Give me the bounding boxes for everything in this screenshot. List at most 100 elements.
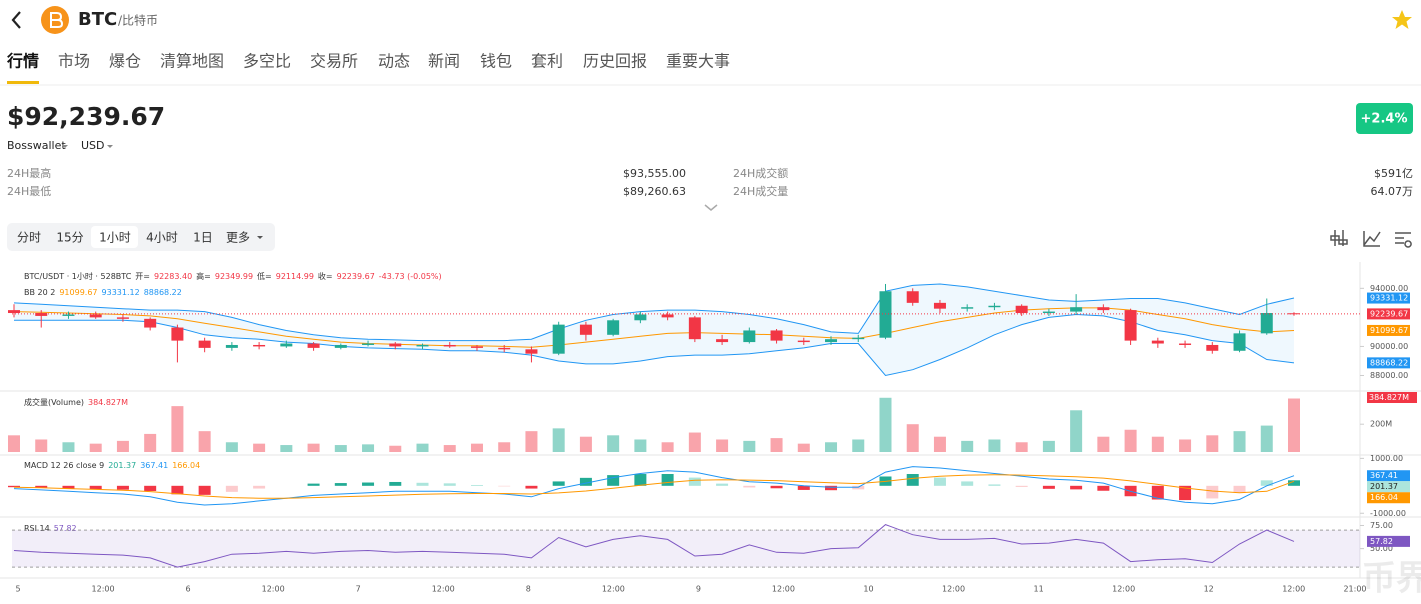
tab[interactable]: 重要大事 [666,52,730,71]
y-tick-label: 200M [1370,420,1392,429]
tab[interactable]: 钱包 [480,52,512,71]
candle-body [1151,340,1164,344]
macd-bar [688,477,701,486]
legend-item: MACD 12 26 close 9 [24,461,104,470]
candle-body [933,302,946,309]
candle-body [661,314,674,318]
stat-value: $93,555.00 [623,167,686,180]
candle-body [307,343,320,348]
macd-bar [416,482,429,486]
candle-body [688,317,701,340]
macd-bar [443,483,456,486]
coin-name: /比特币 [118,13,158,28]
expand-chevron[interactable] [704,204,718,211]
y-tick-label: 94000.00 [1370,284,1408,293]
timeframe[interactable]: 4小时 [146,231,178,245]
macd-bar [661,474,674,486]
candle-body [852,337,865,340]
dropdown-caret [257,236,263,239]
macd-bar [144,485,157,492]
tab[interactable]: 套利 [531,52,563,71]
y-tick-label: -1000.00 [1370,509,1406,518]
timeframe-active [91,226,138,248]
candle-body [416,344,429,347]
watermark: 币界网 [1362,559,1421,599]
macd-bar [389,481,402,486]
tab[interactable]: 历史回报 [583,52,647,71]
volume-bar [1124,429,1137,452]
legend-item: 166.04 [172,461,200,470]
stat-label: 24H成交额 [733,166,788,180]
settings-icon[interactable] [1395,232,1412,248]
chart-type-icon[interactable] [1363,231,1381,247]
change-value: +2.4% [1361,112,1408,127]
macd-bar [1097,485,1110,491]
tab[interactable]: 多空比 [243,52,291,71]
candle-body [634,314,647,321]
x-tick-label: 12:00 [92,585,115,594]
macd-bar [988,484,1001,486]
tab-underline [7,81,39,84]
tab[interactable]: 动态 [378,52,410,71]
macd-dif [13,466,1295,506]
volume-bar [961,440,974,452]
x-tick-label: 6 [186,585,191,594]
legend-item: RSI 14 [24,524,50,533]
volume-bar [253,443,266,452]
tab[interactable]: 新闻 [428,52,460,71]
tab[interactable]: 市场 [58,52,90,71]
currency-select[interactable]: USD [81,139,105,152]
value-box-label: 201.37 [1370,482,1398,491]
candle-body [525,349,538,354]
stat-value: $89,260.63 [623,185,686,198]
x-tick-label: 12 [1204,585,1214,594]
candle-body [280,343,293,347]
stat-value: $591亿 [1374,167,1413,180]
tab[interactable]: 交易所 [310,52,358,71]
timeframe[interactable]: 1小时 [99,231,131,245]
chart-legend: BB 20 2 91099.67 93331.12 88868.22 [24,288,182,297]
macd-bar [498,485,511,487]
volume-bar [498,442,511,452]
value-box [1367,481,1410,493]
volume-bar [334,445,347,452]
chart-legend: MACD 12 26 close 9 201.37 367.41 166.04 [24,461,200,470]
volume-bar [470,443,483,452]
macd-bar [225,485,238,492]
candle-body [1206,344,1219,351]
tab[interactable]: 爆仓 [109,52,141,71]
x-tick-label: 12:00 [262,585,285,594]
rsi-line [13,524,1295,568]
timeframe[interactable]: 更多 [226,231,250,245]
x-tick-label: 12:00 [772,585,795,594]
btc-glyph [50,12,64,28]
x-tick-label: 12:00 [602,585,625,594]
legend-item: 92114.99 [276,272,314,281]
tab[interactable]: 清算地图 [160,52,224,71]
timeframe[interactable]: 15分 [56,231,83,245]
candle-body [62,314,75,316]
volume-bar [1151,436,1164,452]
legend-item: 93331.12 [102,288,140,297]
macd-bar [1288,480,1300,486]
volume-bar [852,439,865,452]
volume-bar [89,443,102,452]
source-select[interactable]: Bosswallet [7,139,66,152]
macd-bar [797,485,810,490]
favorite-star[interactable] [1392,10,1412,29]
candle-body [35,313,48,316]
dropdown-caret [62,145,68,148]
timeframe[interactable]: 1日 [193,231,213,245]
back-button[interactable] [11,11,21,29]
tab[interactable]: 行情 [6,52,39,71]
x-tick-label: 5 [15,585,20,594]
candle-body [198,340,211,348]
bb-lower [14,313,1295,377]
indicator-icon[interactable] [1330,230,1348,246]
timeframe[interactable]: 分时 [17,231,41,245]
x-tick-label: 12:00 [1112,585,1135,594]
candle-body [825,339,838,343]
candle-body [988,305,1001,308]
macd-bar [198,485,211,495]
